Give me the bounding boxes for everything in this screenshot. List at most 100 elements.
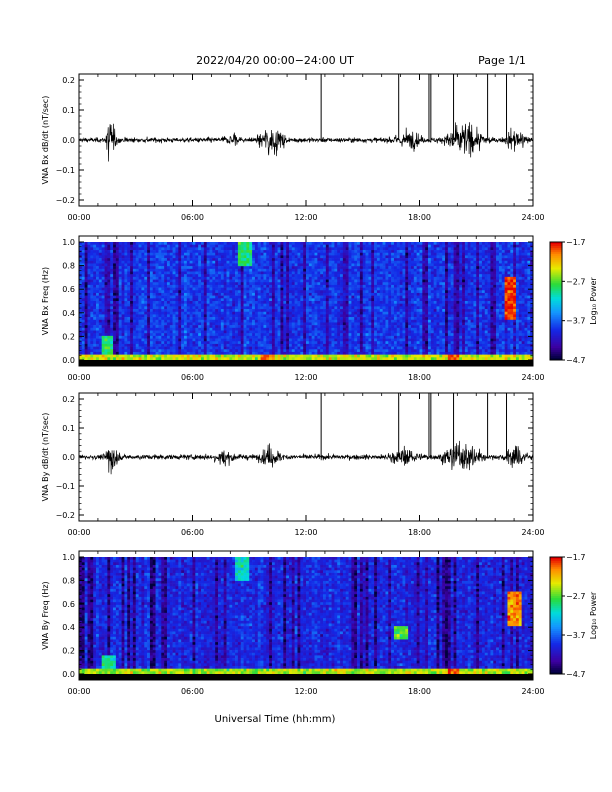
spectrogram-cell bbox=[189, 271, 193, 275]
spectrogram-cell bbox=[277, 292, 281, 296]
spectrogram-cell bbox=[269, 322, 273, 326]
spectrogram-cell bbox=[308, 263, 312, 267]
spectrogram-cell bbox=[388, 295, 392, 299]
spectrogram-cell bbox=[209, 341, 213, 345]
spectrogram-cell bbox=[141, 244, 145, 248]
spectrogram-cell bbox=[243, 311, 247, 315]
spectrogram-cell bbox=[104, 252, 108, 256]
spectrogram-cell bbox=[93, 354, 97, 358]
spectrogram-cell bbox=[93, 298, 97, 302]
spectrogram-cell bbox=[195, 341, 199, 345]
spectrogram-cell bbox=[271, 322, 276, 326]
spectrogram-cell bbox=[110, 292, 114, 296]
spectrogram-cell bbox=[271, 333, 276, 337]
spectrogram-cell bbox=[314, 343, 318, 347]
spectrogram-cell bbox=[334, 301, 338, 304]
spectrogram-cell bbox=[220, 338, 225, 342]
spectrogram-cell bbox=[172, 250, 176, 254]
spectrogram-cell bbox=[169, 309, 173, 313]
spectrogram-cell bbox=[164, 244, 168, 248]
spectrogram-cell bbox=[342, 357, 347, 361]
spectrogram-cell bbox=[385, 346, 389, 350]
spectrogram-cell bbox=[283, 268, 287, 272]
spectrogram-cell bbox=[280, 322, 284, 326]
spectrogram-cell bbox=[232, 354, 236, 358]
spectrogram-cell bbox=[263, 343, 267, 347]
spectrogram-cell bbox=[186, 335, 190, 339]
spectrogram-cell bbox=[379, 335, 383, 339]
spectrogram-cell bbox=[79, 282, 83, 286]
spectrogram-cell bbox=[260, 298, 264, 302]
spectrogram-cell bbox=[206, 338, 210, 342]
spectrogram-cell bbox=[223, 325, 227, 329]
spectrogram-cell bbox=[220, 325, 225, 329]
spectrogram-cell bbox=[342, 279, 347, 283]
spectrogram-cell bbox=[391, 282, 395, 286]
spectrogram-cell bbox=[291, 349, 295, 353]
spectrogram-cell bbox=[181, 303, 185, 307]
spectrogram-cell bbox=[362, 349, 366, 353]
spectrogram-cell bbox=[271, 284, 276, 288]
spectrogram-cell bbox=[334, 292, 338, 296]
spectrogram-cell bbox=[359, 354, 364, 358]
spectrogram-cell bbox=[246, 250, 250, 254]
spectrogram-cell bbox=[135, 354, 139, 358]
spectrogram-cell bbox=[218, 282, 222, 286]
spectrogram-cell bbox=[342, 343, 347, 347]
spectrogram-cell bbox=[104, 349, 108, 353]
spectrogram-cell bbox=[203, 349, 207, 353]
spectrogram-cell bbox=[183, 330, 188, 334]
spectrogram-cell bbox=[382, 284, 386, 288]
spectrogram-cell bbox=[84, 290, 88, 294]
spectrogram-cell bbox=[286, 335, 290, 339]
spectrogram-cell bbox=[220, 298, 225, 302]
spectrogram-cell bbox=[365, 317, 369, 321]
spectrogram-cell bbox=[192, 322, 196, 326]
spectrogram-cell bbox=[379, 333, 383, 337]
spectrogram-cell bbox=[98, 247, 102, 251]
spectrogram-cell bbox=[118, 271, 122, 275]
spectrogram-cell bbox=[113, 271, 117, 275]
spectrogram-cell bbox=[113, 319, 117, 323]
spectrogram-cell bbox=[246, 325, 250, 329]
spectrogram-cell bbox=[340, 354, 344, 358]
spectrogram-cell bbox=[240, 325, 244, 329]
spectrogram-cell bbox=[263, 322, 267, 326]
spectrogram-cell bbox=[141, 351, 145, 355]
spectrogram-cell bbox=[314, 255, 318, 259]
spectrogram-cell bbox=[152, 330, 156, 334]
spectrogram-cell bbox=[104, 263, 108, 267]
spectrogram-cell bbox=[115, 317, 120, 321]
spectrogram-cell bbox=[371, 276, 375, 280]
spectrogram-cell bbox=[235, 242, 239, 245]
spectrogram-cell bbox=[96, 343, 100, 347]
spectrogram-cell bbox=[141, 276, 145, 280]
spectrogram-cell bbox=[130, 338, 134, 342]
spectrogram-cell bbox=[127, 301, 131, 304]
spectrogram-cell bbox=[249, 263, 253, 267]
spectrogram-cell bbox=[101, 306, 105, 310]
spectrogram-cell bbox=[297, 322, 301, 326]
spectrogram-cell bbox=[118, 276, 122, 280]
spectrogram-cell bbox=[127, 354, 131, 358]
spectrogram-cell bbox=[382, 333, 386, 337]
spectrogram-cell bbox=[87, 351, 91, 355]
spectrogram-cell bbox=[280, 335, 284, 339]
spectrogram-cell bbox=[132, 250, 137, 254]
spectrogram-cell bbox=[362, 298, 366, 302]
spectrogram-cell bbox=[340, 341, 344, 345]
spectrogram-cell bbox=[164, 309, 168, 313]
spectrogram-cell bbox=[104, 250, 108, 254]
spectrogram-cell bbox=[164, 314, 168, 318]
spectrogram-cell bbox=[132, 292, 137, 296]
spectrogram-cell bbox=[164, 260, 168, 264]
spectrogram-cell bbox=[280, 311, 284, 315]
spectrogram-cell bbox=[277, 311, 281, 315]
spectrogram-cell bbox=[325, 322, 329, 326]
spectrogram-cell bbox=[201, 247, 205, 251]
spectrogram-cell bbox=[107, 338, 111, 342]
spectrogram-cell bbox=[215, 292, 219, 296]
spectrogram-cell bbox=[192, 260, 196, 264]
spectrogram-cell bbox=[215, 314, 219, 318]
spectrogram-cell bbox=[96, 255, 100, 259]
